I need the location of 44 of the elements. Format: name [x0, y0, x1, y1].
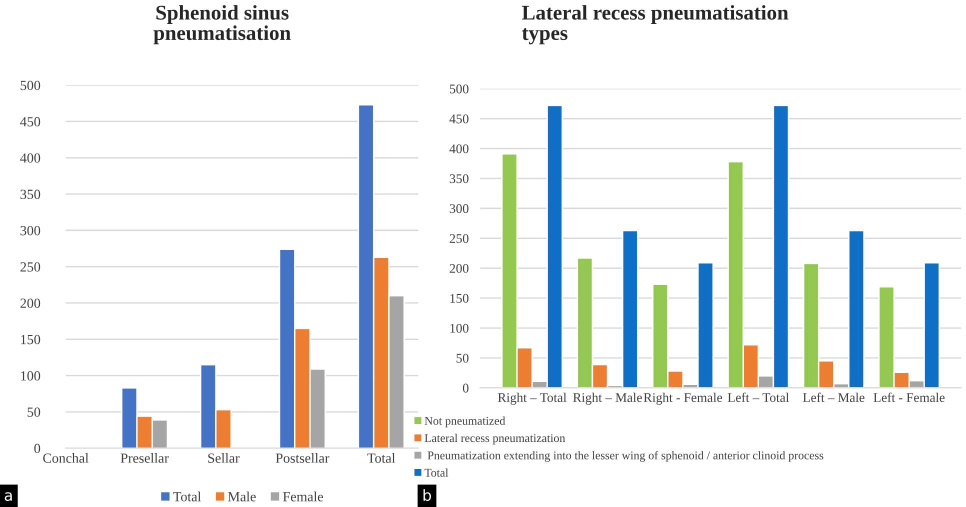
y-tick-label: 250	[450, 234, 468, 243]
legend-label: Total	[173, 492, 202, 502]
x-tick-label: Right – Male	[573, 392, 642, 405]
legend-label: Total	[424, 468, 448, 477]
y-tick-label: 50	[28, 407, 40, 417]
y-tick-label: 350	[20, 190, 40, 200]
y-tick-label: 100	[450, 324, 468, 333]
x-tick-label: Right – Total	[498, 392, 566, 405]
legend-label: Female	[283, 492, 324, 502]
x-tick-label: Conchal	[43, 453, 89, 463]
text: a	[4, 492, 12, 501]
y-tick-label: 300	[20, 226, 40, 236]
chart-title: Lateral recess pneumatisation types	[522, 5, 788, 44]
x-tick-label: Left - Female	[874, 392, 945, 402]
x-tick-label: Presellar	[120, 453, 169, 463]
text: b	[424, 489, 432, 501]
x-tick-label: Total	[367, 453, 396, 463]
legend-label: Not pneumatized	[424, 416, 506, 428]
y-tick-label: 450	[20, 117, 40, 126]
y-tick-label: 200	[450, 264, 468, 273]
y-tick-label: 100	[21, 371, 40, 381]
y-tick-label: 400	[20, 153, 40, 163]
y-tick-label: 500	[20, 80, 40, 90]
x-tick-label: Sellar	[208, 453, 240, 463]
y-tick-label: 150	[21, 334, 40, 344]
chart-title: Sphenoid sinus pneumatisation	[154, 5, 291, 44]
x-tick-label: Left – Male	[802, 392, 864, 402]
y-tick-label: 350	[450, 174, 468, 184]
x-tick-label: Postsellar	[276, 453, 330, 463]
y-tick-label: 400	[449, 144, 468, 154]
x-tick-label: Left – Total	[728, 392, 790, 402]
legend-label: Pneumatization extending into the lesser wing of sphenoid / anterior clinoid process	[428, 450, 824, 462]
y-tick-label: 300	[450, 204, 468, 214]
x-tick-label: Right - Female	[644, 392, 722, 405]
y-tick-label: 450	[449, 114, 468, 124]
y-tick-label: 50	[456, 354, 468, 363]
legend-label: Male	[228, 492, 256, 502]
y-tick-label: 0	[34, 444, 40, 454]
y-tick-label: 500	[450, 84, 468, 94]
y-tick-label: 250	[20, 262, 40, 272]
y-tick-label: 0	[462, 384, 468, 393]
y-tick-label: 150	[450, 294, 468, 303]
y-tick-label: 200	[20, 298, 40, 308]
legend-label: Lateral recess pneumatization	[424, 434, 566, 444]
